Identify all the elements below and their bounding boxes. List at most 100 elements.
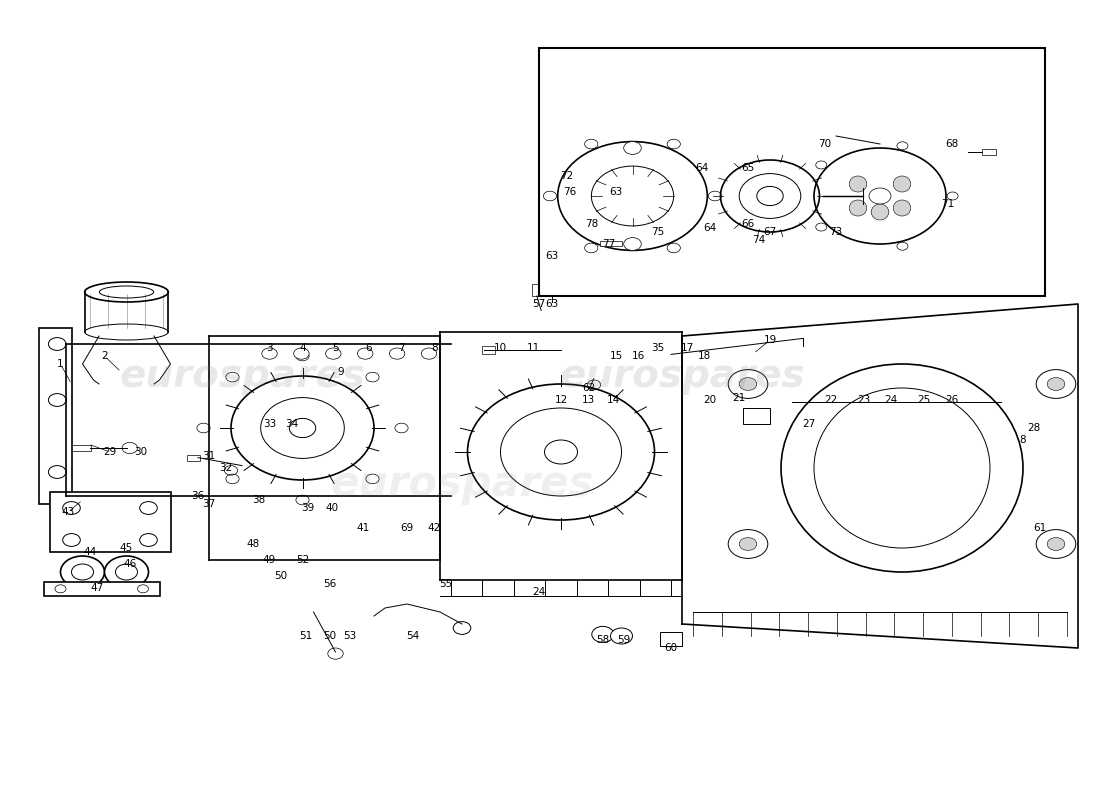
Circle shape (814, 148, 946, 244)
Text: 33: 33 (263, 419, 276, 429)
Text: 61: 61 (1033, 523, 1046, 533)
Bar (482, 346, 495, 354)
Text: 8: 8 (431, 343, 438, 353)
Text: 68: 68 (945, 139, 958, 149)
Circle shape (558, 142, 707, 250)
Text: 78: 78 (585, 219, 598, 229)
Text: 38: 38 (252, 495, 265, 505)
Circle shape (624, 142, 641, 154)
Text: 60: 60 (664, 643, 678, 653)
Circle shape (328, 648, 343, 659)
Text: 27: 27 (802, 419, 815, 429)
Text: 37: 37 (202, 499, 216, 509)
FancyBboxPatch shape (39, 328, 72, 504)
Text: 2: 2 (101, 351, 108, 361)
Text: eurospares: eurospares (330, 463, 594, 505)
Text: 23: 23 (857, 395, 870, 405)
Text: 73: 73 (829, 227, 843, 237)
Bar (44, 582, 160, 596)
Ellipse shape (893, 176, 911, 192)
Circle shape (1047, 538, 1065, 550)
Text: 77: 77 (602, 239, 615, 249)
Text: 64: 64 (695, 163, 708, 173)
Text: 26: 26 (945, 395, 958, 405)
Text: 45: 45 (120, 543, 133, 553)
Text: 48: 48 (246, 539, 260, 549)
Text: 74: 74 (752, 235, 766, 245)
Text: 65: 65 (741, 163, 755, 173)
Text: 28: 28 (1027, 423, 1041, 433)
Circle shape (739, 538, 757, 550)
Text: 71: 71 (942, 199, 955, 209)
Circle shape (60, 556, 104, 588)
Text: 51: 51 (299, 631, 312, 641)
Circle shape (104, 556, 148, 588)
Text: 50: 50 (323, 631, 337, 641)
Bar (187, 455, 200, 461)
Circle shape (757, 186, 783, 206)
Text: 63: 63 (546, 251, 559, 261)
Bar (539, 48, 1045, 296)
Text: 10: 10 (494, 343, 507, 353)
Circle shape (610, 628, 632, 644)
Text: 56: 56 (323, 579, 337, 589)
Text: 52: 52 (296, 555, 309, 565)
Text: 29: 29 (103, 447, 117, 457)
Text: 39: 39 (301, 503, 315, 513)
Bar (532, 284, 541, 296)
Text: 7: 7 (398, 343, 405, 353)
Circle shape (544, 440, 578, 464)
Text: 66: 66 (741, 219, 755, 229)
Text: 13: 13 (582, 395, 595, 405)
Text: 47: 47 (90, 583, 103, 593)
Text: 17: 17 (681, 343, 694, 353)
Text: 69: 69 (400, 523, 414, 533)
Text: 54: 54 (406, 631, 419, 641)
Text: eurospares: eurospares (559, 357, 805, 395)
Text: 20: 20 (703, 395, 716, 405)
Text: 70: 70 (818, 139, 832, 149)
Text: 46: 46 (123, 559, 136, 569)
Text: 24: 24 (532, 587, 546, 597)
Text: 18: 18 (697, 351, 711, 361)
Ellipse shape (849, 176, 867, 192)
Circle shape (389, 348, 405, 359)
Circle shape (358, 348, 373, 359)
Text: 42: 42 (428, 523, 441, 533)
Text: 50: 50 (274, 571, 287, 581)
Text: 36: 36 (191, 491, 205, 501)
Text: 40: 40 (326, 503, 339, 513)
Text: 6: 6 (365, 343, 372, 353)
Text: 15: 15 (609, 351, 623, 361)
Bar (600, 241, 621, 246)
Text: 72: 72 (560, 171, 573, 181)
Text: 59: 59 (617, 635, 630, 645)
Polygon shape (682, 304, 1078, 648)
Ellipse shape (871, 204, 889, 220)
Text: 64: 64 (703, 223, 716, 233)
Text: 43: 43 (62, 507, 75, 517)
Text: 49: 49 (263, 555, 276, 565)
Ellipse shape (849, 200, 867, 216)
Text: 21: 21 (733, 394, 746, 403)
Bar (72, 445, 91, 451)
Text: 3: 3 (266, 343, 273, 353)
Circle shape (544, 282, 560, 294)
Text: 25: 25 (917, 395, 931, 405)
Text: 11: 11 (527, 343, 540, 353)
Bar (982, 149, 996, 155)
Text: 55: 55 (439, 579, 452, 589)
Circle shape (1047, 378, 1065, 390)
Text: eurospares: eurospares (695, 186, 889, 214)
Circle shape (294, 348, 309, 359)
Ellipse shape (893, 200, 911, 216)
Circle shape (869, 188, 891, 204)
Text: 57: 57 (532, 299, 546, 309)
Circle shape (289, 418, 316, 438)
Text: 35: 35 (651, 343, 664, 353)
Text: 67: 67 (763, 227, 777, 237)
Circle shape (326, 348, 341, 359)
Circle shape (262, 348, 277, 359)
Text: 31: 31 (202, 451, 216, 461)
Text: 32: 32 (219, 463, 232, 473)
